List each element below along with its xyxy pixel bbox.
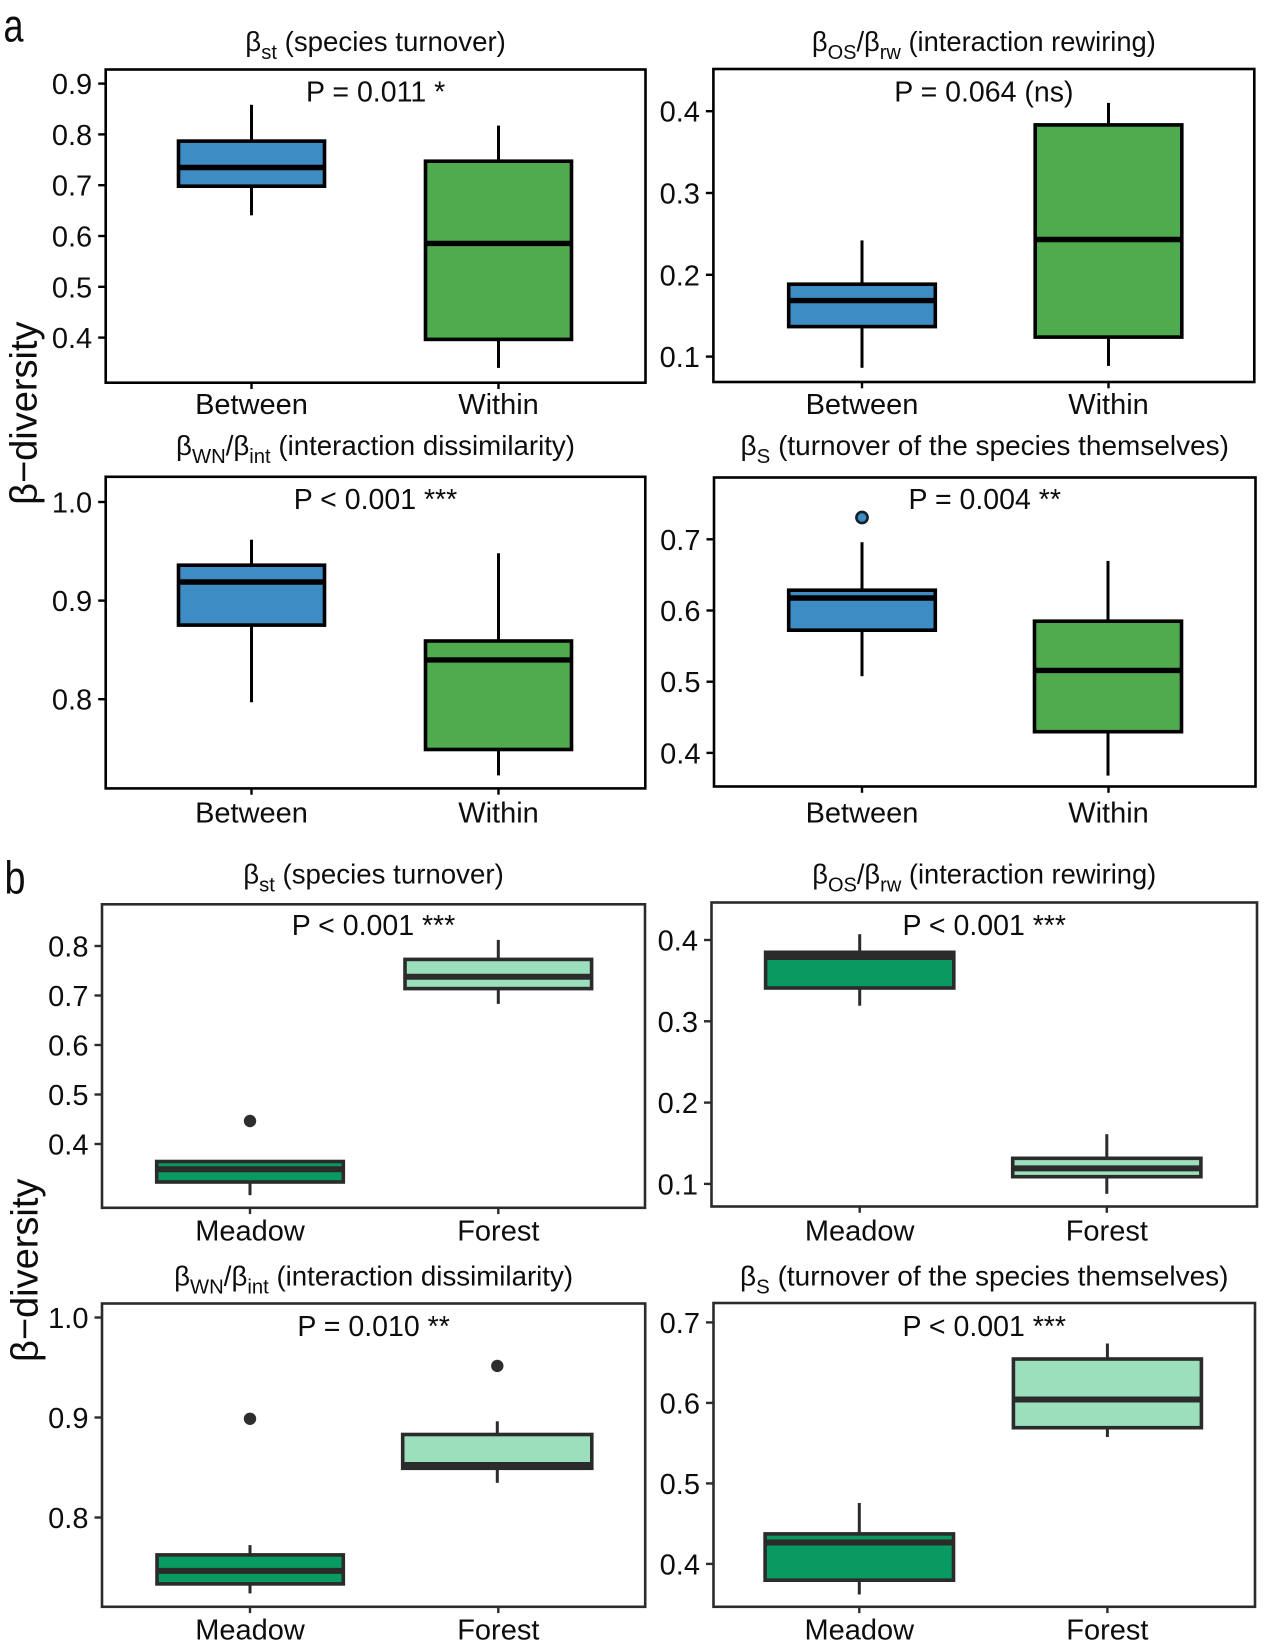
svg-text:0.5: 0.5 (48, 1080, 88, 1112)
svg-text:0.2: 0.2 (658, 1088, 698, 1120)
svg-text:0.6: 0.6 (660, 1388, 700, 1420)
svg-text:Within: Within (458, 797, 539, 829)
svg-text:0.1: 0.1 (658, 1169, 698, 1201)
svg-text:Between: Between (195, 389, 308, 421)
svg-text:P < 0.001 ***: P < 0.001 *** (903, 1311, 1067, 1343)
svg-text:Meadow: Meadow (195, 1215, 306, 1247)
svg-text:0.4: 0.4 (658, 926, 698, 958)
svg-text:0.4: 0.4 (48, 1130, 88, 1162)
svg-text:βS​ (turnover of the species t: βS​ (turnover of the species themselves) (740, 1261, 1228, 1299)
svg-text:Forest: Forest (457, 1215, 539, 1247)
svg-text:0.5: 0.5 (660, 667, 700, 699)
svg-text:0.8: 0.8 (52, 120, 92, 152)
svg-text:βOS​/βrw​ (interaction rewirin: βOS​/βrw​ (interaction rewiring) (812, 26, 1156, 64)
svg-text:0.6: 0.6 (48, 1031, 88, 1063)
svg-text:βWN​/βint​ (interaction dissim: βWN​/βint​ (interaction dissimilarity) (176, 430, 575, 468)
svg-text:0.1: 0.1 (660, 342, 700, 374)
svg-text:βst​ (species turnover): βst​ (species turnover) (245, 26, 506, 64)
svg-text:Within: Within (458, 389, 539, 421)
svg-text:Meadow: Meadow (195, 1615, 306, 1647)
svg-text:0.5: 0.5 (660, 1469, 700, 1501)
svg-text:0.9: 0.9 (52, 69, 92, 101)
svg-text:0.7: 0.7 (48, 981, 88, 1013)
svg-text:b: b (5, 852, 26, 904)
svg-text:P < 0.001 ***: P < 0.001 *** (903, 910, 1067, 942)
svg-text:0.7: 0.7 (660, 525, 700, 557)
svg-text:βWN​/βint​ (interaction dissim: βWN​/βint​ (interaction dissimilarity) (174, 1261, 573, 1299)
svg-text:βOS​/βrw​ (interaction rewirin: βOS​/βrw​ (interaction rewiring) (812, 858, 1156, 896)
svg-text:0.8: 0.8 (52, 685, 92, 717)
svg-text:Meadow: Meadow (805, 1215, 916, 1247)
svg-text:1.0: 1.0 (48, 1303, 88, 1335)
svg-text:0.4: 0.4 (660, 738, 700, 770)
svg-text:0.6: 0.6 (660, 596, 700, 628)
svg-text:0.4: 0.4 (660, 97, 700, 129)
svg-text:0.7: 0.7 (660, 1308, 700, 1340)
svg-text:Forest: Forest (1066, 1215, 1148, 1247)
svg-text:0.9: 0.9 (48, 1403, 88, 1435)
svg-text:0.9: 0.9 (52, 586, 92, 618)
svg-text:Within: Within (1068, 389, 1149, 421)
svg-text:P = 0.010 **: P = 0.010 ** (297, 1311, 449, 1343)
svg-text:β−diversity: β−diversity (5, 1179, 47, 1362)
svg-text:0.4: 0.4 (52, 323, 92, 355)
svg-text:Between: Between (806, 389, 919, 421)
svg-text:P = 0.004 **: P = 0.004 ** (909, 484, 1061, 516)
svg-text:β−diversity: β−diversity (4, 321, 46, 504)
svg-text:P = 0.064 (ns): P = 0.064 (ns) (894, 77, 1073, 109)
svg-text:Forest: Forest (457, 1615, 539, 1647)
svg-text:0.8: 0.8 (48, 1503, 88, 1535)
svg-text:P = 0.011 *: P = 0.011 * (306, 77, 445, 109)
svg-text:a: a (4, 0, 24, 52)
svg-text:Between: Between (195, 797, 308, 829)
svg-text:P < 0.001 ***: P < 0.001 *** (292, 910, 456, 942)
svg-text:βS​ (turnover of the species t: βS​ (turnover of the species themselves) (741, 430, 1229, 468)
svg-text:βst​ (species turnover): βst​ (species turnover) (243, 858, 504, 896)
svg-text:0.4: 0.4 (660, 1549, 700, 1581)
svg-text:0.8: 0.8 (48, 932, 88, 964)
svg-text:Within: Within (1068, 797, 1149, 829)
svg-text:1.0: 1.0 (52, 488, 92, 520)
svg-text:0.5: 0.5 (52, 272, 92, 304)
svg-text:0.7: 0.7 (52, 171, 92, 203)
svg-text:0.3: 0.3 (658, 1007, 698, 1039)
svg-text:Meadow: Meadow (804, 1615, 915, 1647)
svg-text:P < 0.001 ***: P < 0.001 *** (294, 484, 458, 516)
svg-text:0.2: 0.2 (660, 260, 700, 292)
svg-text:Forest: Forest (1066, 1615, 1148, 1647)
svg-text:Between: Between (806, 797, 919, 829)
svg-text:0.6: 0.6 (52, 222, 92, 254)
svg-text:0.3: 0.3 (660, 179, 700, 211)
